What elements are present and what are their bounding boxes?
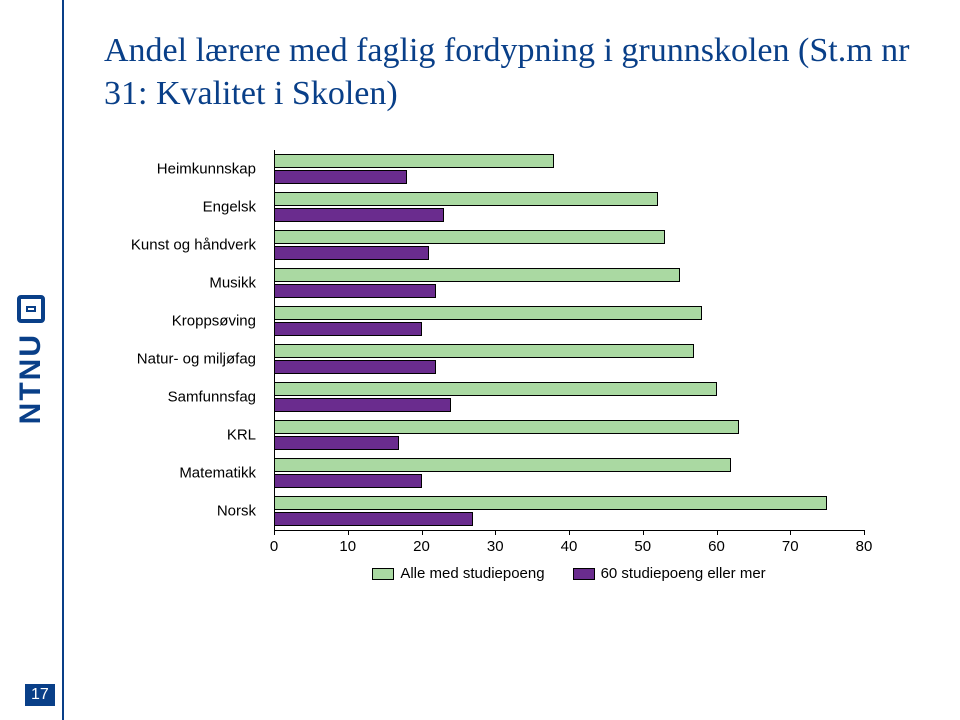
category-label: Matematikk <box>114 465 264 482</box>
x-tick <box>422 530 423 535</box>
chart-row: Kunst og håndverk <box>274 226 864 264</box>
category-label: Musikk <box>114 275 264 292</box>
x-tick <box>495 530 496 535</box>
category-label: KRL <box>114 427 264 444</box>
bar-segment <box>274 398 451 412</box>
category-label: Natur- og miljøfag <box>114 351 264 368</box>
x-tick <box>864 530 865 535</box>
bar-segment <box>274 154 554 168</box>
bar-segment <box>274 420 739 434</box>
brand-logo-icon <box>17 295 45 323</box>
x-tick <box>569 530 570 535</box>
x-tick-label: 70 <box>782 538 799 555</box>
category-label: Samfunnsfag <box>114 389 264 406</box>
bar-segment <box>274 170 407 184</box>
category-label: Heimkunnskap <box>114 161 264 178</box>
bar-segment <box>274 382 717 396</box>
x-tick <box>348 530 349 535</box>
page-title: Andel lærere med faglig fordypning i gru… <box>104 30 910 115</box>
legend-swatch <box>573 568 595 580</box>
chart-row: Musikk <box>274 264 864 302</box>
chart-row: Natur- og miljøfag <box>274 340 864 378</box>
x-tick-label: 60 <box>708 538 725 555</box>
x-tick-label: 10 <box>339 538 356 555</box>
chart-row: Matematikk <box>274 454 864 492</box>
bar-segment <box>274 512 473 526</box>
x-tick <box>274 530 275 535</box>
bar-segment <box>274 208 444 222</box>
bar-segment <box>274 192 658 206</box>
bar-segment <box>274 306 702 320</box>
bar-segment <box>274 360 436 374</box>
bar-segment <box>274 322 422 336</box>
bar-segment <box>274 458 731 472</box>
x-tick <box>717 530 718 535</box>
chart-row: Heimkunnskap <box>274 150 864 188</box>
bar-segment <box>274 268 680 282</box>
legend-item: 60 studiepoeng eller mer <box>573 565 766 582</box>
bar-segment <box>274 344 694 358</box>
category-label: Kroppsøving <box>114 313 264 330</box>
category-label: Engelsk <box>114 199 264 216</box>
x-tick-label: 0 <box>270 538 278 555</box>
x-tick-label: 20 <box>413 538 430 555</box>
x-tick <box>790 530 791 535</box>
bar-segment <box>274 284 436 298</box>
legend-label: Alle med studiepoeng <box>400 565 544 582</box>
page-number: 17 <box>25 684 55 706</box>
chart-row: KRL <box>274 416 864 454</box>
chart-legend: Alle med studiepoeng 60 studiepoeng eller… <box>274 565 864 582</box>
bar-segment <box>274 230 665 244</box>
brand-sidebar: NTNU <box>0 0 64 720</box>
chart-row: Samfunnsfag <box>274 378 864 416</box>
bar-chart: HeimkunnskapEngelskKunst og håndverkMusi… <box>124 150 884 580</box>
chart-row: Engelsk <box>274 188 864 226</box>
category-label: Kunst og håndverk <box>114 237 264 254</box>
bar-segment <box>274 436 399 450</box>
x-tick-label: 80 <box>856 538 873 555</box>
x-tick-label: 30 <box>487 538 504 555</box>
chart-row: Norsk <box>274 492 864 530</box>
legend-item: Alle med studiepoeng <box>372 565 544 582</box>
brand-logo-text: NTNU <box>14 333 48 424</box>
category-label: Norsk <box>114 503 264 520</box>
x-tick <box>643 530 644 535</box>
chart-row: Kroppsøving <box>274 302 864 340</box>
x-tick-label: 40 <box>561 538 578 555</box>
legend-swatch <box>372 568 394 580</box>
bar-segment <box>274 246 429 260</box>
slide-content: Andel lærere med faglig fordypning i gru… <box>64 0 960 720</box>
bar-segment <box>274 474 422 488</box>
bar-segment <box>274 496 827 510</box>
legend-label: 60 studiepoeng eller mer <box>601 565 766 582</box>
x-tick-label: 50 <box>634 538 651 555</box>
